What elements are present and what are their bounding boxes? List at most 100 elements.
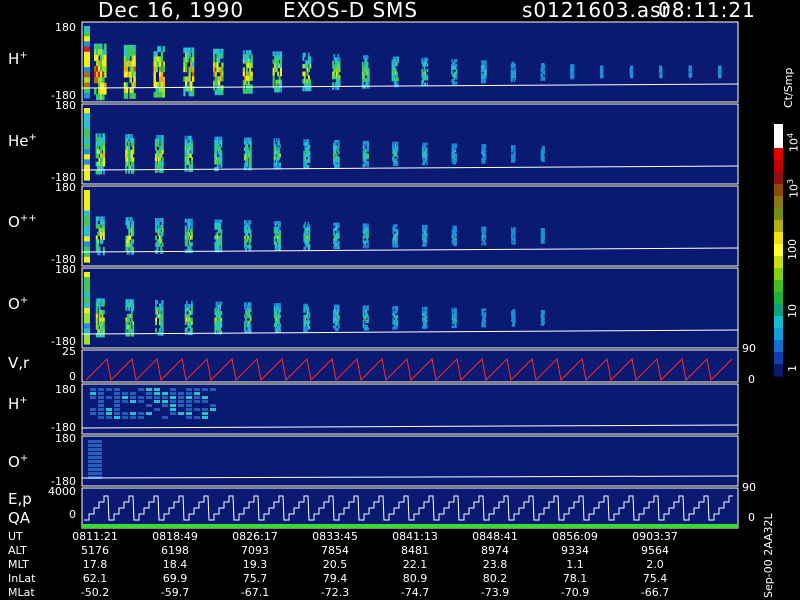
beam-pixel xyxy=(452,66,454,70)
beam-pixel xyxy=(246,147,249,151)
beam-pixel xyxy=(95,317,98,322)
beam-pixel xyxy=(426,142,428,146)
beam-pixel xyxy=(335,307,337,311)
beam-pixel xyxy=(632,65,634,68)
beam-pixel xyxy=(335,309,337,313)
beam-pixel xyxy=(305,150,308,155)
beam-pixel xyxy=(157,232,160,237)
beam-pixel xyxy=(364,317,367,321)
beam-pixel xyxy=(393,226,395,230)
beam-pixel xyxy=(274,308,277,313)
beam-pixel xyxy=(333,68,336,73)
beam-pixel xyxy=(364,78,367,82)
beam-pixel xyxy=(632,66,634,69)
beam-pixel xyxy=(629,69,631,71)
beam-pixel xyxy=(571,64,573,67)
beam-pixel xyxy=(366,240,368,244)
beam-pixel xyxy=(511,233,513,237)
beam-pixel xyxy=(482,310,485,313)
beam-pixel xyxy=(191,139,193,144)
beam-pixel xyxy=(101,161,104,167)
beam-pixel xyxy=(452,149,454,153)
beam-pixel xyxy=(123,82,127,89)
beam-pixel xyxy=(221,48,224,54)
beam-pixel xyxy=(366,161,369,165)
beam-pixel xyxy=(423,57,426,62)
beam-pixel xyxy=(514,309,516,312)
beam-pixel xyxy=(364,153,367,157)
beam-pixel xyxy=(543,234,545,237)
beam-pixel xyxy=(688,70,690,73)
beam-pixel xyxy=(336,243,338,247)
beam-pixel xyxy=(104,66,107,73)
beam-pixel xyxy=(396,228,399,232)
beam-pixel xyxy=(422,162,424,166)
beam-pixel xyxy=(215,248,218,253)
beam-pixel xyxy=(425,313,427,316)
beam-pixel xyxy=(720,70,722,73)
beam-pixel xyxy=(191,167,193,172)
beam-pixel xyxy=(279,87,282,93)
beam-pixel xyxy=(249,220,252,224)
beam-pixel xyxy=(367,68,370,73)
beam-pixel xyxy=(218,143,220,148)
beam-pixel xyxy=(367,163,369,167)
beam-pixel xyxy=(303,156,305,160)
beam-pixel xyxy=(424,306,426,310)
beam-pixel xyxy=(514,75,516,79)
beam-pixel xyxy=(334,82,337,87)
beam-pixel xyxy=(244,244,246,249)
beam-pixel xyxy=(213,53,216,59)
beam-pixel xyxy=(248,311,251,316)
beam-pixel xyxy=(185,142,188,148)
beam-pixel xyxy=(277,51,280,56)
beam-pixel xyxy=(510,77,513,81)
beam-pixel xyxy=(362,225,365,229)
beam-pixel xyxy=(159,76,162,83)
beam-pixel xyxy=(362,322,365,326)
beam-pixel xyxy=(541,63,544,66)
beam-pixel xyxy=(187,218,190,223)
beam-pixel xyxy=(337,156,339,160)
beam-pixel xyxy=(129,50,132,57)
beam-pixel xyxy=(219,311,221,315)
beam-pixel xyxy=(513,73,515,77)
beam-pixel xyxy=(100,88,103,95)
beam-pixel xyxy=(101,145,104,151)
beam-pixel xyxy=(114,408,120,411)
beam-pixel xyxy=(278,311,280,316)
beam-pixel xyxy=(303,325,305,330)
beam-pixel xyxy=(335,317,337,321)
beam-pixel xyxy=(572,74,574,77)
beam-pixel xyxy=(426,324,428,327)
beam-pixel xyxy=(216,235,219,240)
beam-pixel xyxy=(132,220,135,226)
beam-pixel xyxy=(278,235,280,240)
beam-pixel xyxy=(188,146,191,151)
beam-pixel xyxy=(129,157,132,162)
beam-pixel xyxy=(336,225,338,229)
beam-pixel xyxy=(245,166,247,171)
beam-pixel xyxy=(454,157,456,161)
beam-pixel xyxy=(423,306,426,310)
beam-pixel xyxy=(187,222,190,227)
beam-pixel xyxy=(277,238,279,242)
table-cell: 75.7 xyxy=(242,572,268,585)
beam-pixel xyxy=(482,321,485,324)
beam-pixel xyxy=(97,224,100,229)
beam-pixel xyxy=(277,147,279,152)
beam-pixel xyxy=(250,54,253,60)
beam-pixel xyxy=(363,228,366,232)
beam-pixel xyxy=(303,224,305,228)
panel-frame-oplusplus xyxy=(81,185,739,267)
beam-pixel xyxy=(455,241,457,245)
beam-pixel xyxy=(155,66,158,73)
beam-pixel xyxy=(541,75,543,78)
beam-pixel xyxy=(183,76,186,82)
beam-pixel xyxy=(245,67,249,73)
beam-pixel xyxy=(190,90,193,97)
beam-pixel xyxy=(338,325,340,329)
beam-pixel xyxy=(160,246,163,251)
beam-pixel xyxy=(338,78,341,83)
beam-pixel xyxy=(514,314,516,317)
